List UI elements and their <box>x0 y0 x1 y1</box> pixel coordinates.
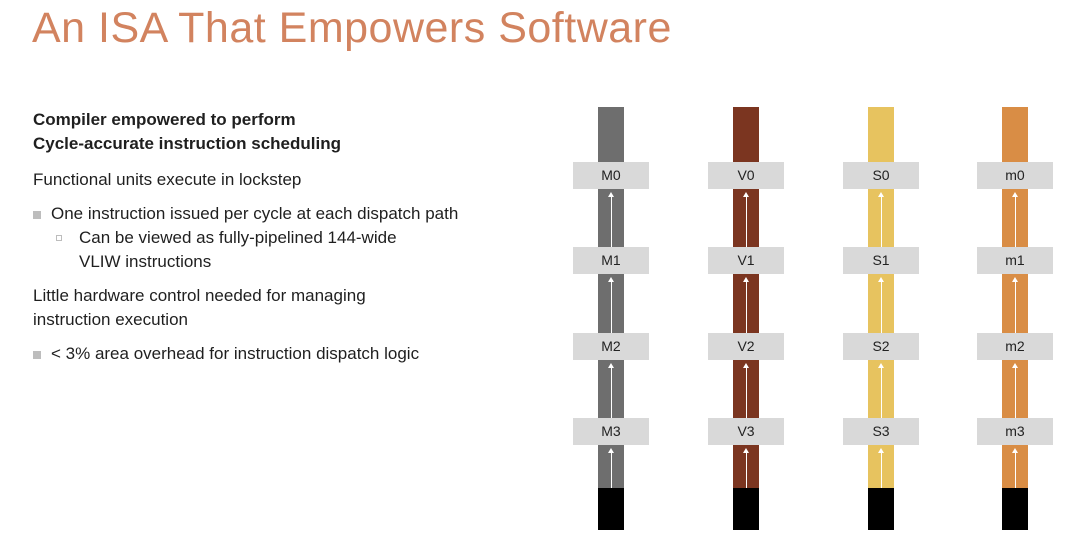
up-arrow-icon <box>878 363 885 418</box>
pipeline-segment <box>868 445 894 488</box>
bullet-list-2: < 3% area overhead for instruction dispa… <box>33 342 553 366</box>
functional-unit-box: V3 <box>708 418 784 445</box>
dispatch-base-block <box>733 488 759 530</box>
functional-unit-box: M0 <box>573 162 649 189</box>
functional-unit-box: S1 <box>843 247 919 274</box>
pipeline-segment <box>868 274 894 333</box>
pipeline-segment <box>1002 360 1028 418</box>
functional-unit-box: M2 <box>573 333 649 360</box>
functional-unit-box: m2 <box>977 333 1053 360</box>
functional-unit-box: S3 <box>843 418 919 445</box>
bullet-area-overhead-text: < 3% area overhead for instruction dispa… <box>51 344 420 363</box>
pipeline-segment <box>868 360 894 418</box>
pipeline-segment <box>733 274 759 333</box>
up-arrow-icon <box>1012 277 1019 333</box>
pipeline-segment <box>598 274 624 333</box>
bullet-dispatch: One instruction issued per cycle at each… <box>33 202 553 274</box>
up-arrow-icon <box>743 448 750 488</box>
pipeline-segment <box>868 107 894 162</box>
functional-unit-box: m0 <box>977 162 1053 189</box>
functional-unit-box: V1 <box>708 247 784 274</box>
up-arrow-icon <box>1012 448 1019 488</box>
pipeline-segment <box>733 360 759 418</box>
bullet-list-1: One instruction issued per cycle at each… <box>33 202 553 274</box>
bullet-dispatch-text: One instruction issued per cycle at each… <box>51 204 459 223</box>
subbullet-vliw: Can be viewed as fully-pipelined 144-wid… <box>51 226 553 274</box>
up-arrow-icon <box>743 277 750 333</box>
functional-unit-box: M3 <box>573 418 649 445</box>
slide-title: An ISA That Empowers Software <box>32 4 672 52</box>
bullet-area-overhead: < 3% area overhead for instruction dispa… <box>33 342 553 366</box>
para2-line-2: instruction execution <box>33 310 188 329</box>
pipeline-segment <box>1002 274 1028 333</box>
dispatch-base-block <box>1002 488 1028 530</box>
functional-unit-box: m1 <box>977 247 1053 274</box>
heading-line-1: Compiler empowered to perform <box>33 110 296 129</box>
up-arrow-icon <box>878 448 885 488</box>
slide-content: Compiler empowered to perform Cycle-accu… <box>33 108 553 376</box>
subbullet-line-2: VLIW instructions <box>79 252 212 271</box>
up-arrow-icon <box>608 192 615 247</box>
up-arrow-icon <box>1012 192 1019 247</box>
subbullet-line-1: Can be viewed as fully-pipelined 144-wid… <box>79 228 397 247</box>
up-arrow-icon <box>743 192 750 247</box>
up-arrow-icon <box>608 277 615 333</box>
pipeline-segment <box>1002 189 1028 247</box>
pipeline-segment <box>598 189 624 247</box>
pipeline-segment <box>1002 445 1028 488</box>
up-arrow-icon <box>608 448 615 488</box>
section-heading: Compiler empowered to perform Cycle-accu… <box>33 108 553 156</box>
functional-unit-box: S2 <box>843 333 919 360</box>
dispatch-base-block <box>868 488 894 530</box>
paragraph-hardware-control: Little hardware control needed for manag… <box>33 284 553 332</box>
subbullet-list: Can be viewed as fully-pipelined 144-wid… <box>51 226 553 274</box>
pipeline-segment <box>598 445 624 488</box>
para2-line-1: Little hardware control needed for manag… <box>33 286 366 305</box>
pipeline-segment <box>733 107 759 162</box>
pipeline-segment <box>598 107 624 162</box>
up-arrow-icon <box>608 363 615 418</box>
heading-line-2: Cycle-accurate instruction scheduling <box>33 134 341 153</box>
functional-unit-box: M1 <box>573 247 649 274</box>
functional-unit-box: V2 <box>708 333 784 360</box>
up-arrow-icon <box>743 363 750 418</box>
dispatch-base-block <box>598 488 624 530</box>
functional-unit-box: S0 <box>843 162 919 189</box>
pipeline-segment <box>1002 107 1028 162</box>
up-arrow-icon <box>1012 363 1019 418</box>
paragraph-lockstep: Functional units execute in lockstep <box>33 170 302 189</box>
up-arrow-icon <box>878 277 885 333</box>
functional-unit-box: V0 <box>708 162 784 189</box>
pipeline-segment <box>868 189 894 247</box>
up-arrow-icon <box>878 192 885 247</box>
pipeline-segment <box>733 189 759 247</box>
pipeline-segment <box>733 445 759 488</box>
pipeline-segment <box>598 360 624 418</box>
functional-unit-box: m3 <box>977 418 1053 445</box>
